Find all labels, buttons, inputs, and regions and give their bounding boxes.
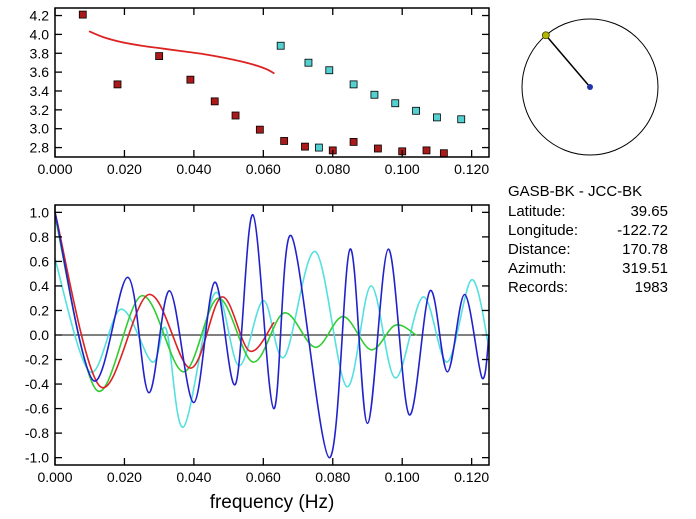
info-row-records: Records: 1983 bbox=[508, 278, 668, 297]
series-green-trace bbox=[54, 215, 417, 392]
longitude-label: Longitude: bbox=[508, 222, 579, 239]
plot-frame bbox=[54, 7, 490, 158]
station-info-panel: GASB-BK - JCC-BK Latitude: 39.65 Longitu… bbox=[508, 182, 668, 297]
x-tick-label: 0.100 bbox=[385, 469, 420, 485]
x-tick-label: 0.060 bbox=[246, 469, 281, 485]
station-pair-title: GASB-BK - JCC-BK bbox=[508, 183, 643, 200]
y-tick-label: 4.2 bbox=[30, 8, 50, 24]
x-tick-label: 0.000 bbox=[37, 469, 72, 485]
y-tick-label: 3.0 bbox=[30, 121, 50, 137]
x-tick-label: 0.040 bbox=[176, 161, 211, 177]
info-row-longitude: Longitude: -122.72 bbox=[508, 221, 668, 240]
y-tick-label: 4.0 bbox=[30, 26, 50, 42]
latitude-label: Latitude: bbox=[508, 203, 566, 220]
series-cyan-trace bbox=[54, 250, 490, 428]
compass-circle bbox=[521, 18, 659, 156]
station-dot bbox=[541, 31, 550, 40]
distance-value: 170.78 bbox=[622, 241, 668, 258]
y-tick-label: 3.8 bbox=[30, 45, 50, 61]
info-row-distance: Distance: 170.78 bbox=[508, 240, 668, 259]
y-tick-label: -1.0 bbox=[25, 450, 49, 466]
series-measured-group-velocity bbox=[78, 10, 448, 158]
y-tick-label: 0.2 bbox=[30, 302, 50, 318]
x-axis-title: frequency (Hz) bbox=[210, 492, 335, 513]
x-tick-label: 0.120 bbox=[454, 469, 489, 485]
series-red-trace bbox=[54, 211, 275, 389]
x-tick-label: 0.060 bbox=[246, 161, 281, 177]
series-blue-trace bbox=[54, 211, 490, 459]
reference-dot bbox=[587, 84, 593, 90]
x-tick-label: 0.100 bbox=[385, 161, 420, 177]
x-tick-label: 0.000 bbox=[37, 161, 72, 177]
longitude-value: -122.72 bbox=[617, 222, 668, 239]
distance-label: Distance: bbox=[508, 241, 571, 258]
y-tick-label: 3.2 bbox=[30, 102, 50, 118]
x-tick-label: 0.020 bbox=[107, 469, 142, 485]
info-row-latitude: Latitude: 39.65 bbox=[508, 202, 668, 221]
group-velocity-plot: 0.000 0.020 0.040 0.060 0.080 0.100 0.120 2.8 3.… bbox=[30, 7, 490, 177]
y-tick-label: 3.4 bbox=[30, 83, 50, 99]
x-tick-label: 0.020 bbox=[107, 161, 142, 177]
y-tick-label: 0.8 bbox=[30, 229, 50, 245]
azimuth-compass bbox=[521, 18, 659, 156]
x-tick-label: 0.080 bbox=[315, 161, 350, 177]
y-tick-label: -0.2 bbox=[25, 352, 49, 368]
series-reference-curve bbox=[88, 30, 275, 74]
y-tick-label: 1.0 bbox=[30, 204, 50, 220]
azimuth-value: 319.51 bbox=[622, 260, 668, 277]
info-row-azimuth: Azimuth: 319.51 bbox=[508, 259, 668, 278]
series-secondary-group-velocity bbox=[276, 41, 466, 152]
azimuth-label: Azimuth: bbox=[508, 260, 567, 277]
records-label: Records: bbox=[508, 279, 569, 296]
y-tick-label: -0.8 bbox=[25, 425, 49, 441]
y-tick-label: 0.4 bbox=[30, 278, 50, 294]
x-tick-label: 0.080 bbox=[315, 469, 350, 485]
y-tick-label: -0.6 bbox=[25, 401, 49, 417]
x-tick-label: 0.040 bbox=[176, 469, 211, 485]
y-tick-label: 0.0 bbox=[30, 327, 50, 343]
y-tick-label: 2.8 bbox=[30, 140, 50, 156]
y-tick-label: 0.6 bbox=[30, 253, 50, 269]
records-value: 1983 bbox=[634, 279, 668, 296]
y-tick-label: -0.4 bbox=[25, 376, 49, 392]
x-tick-label: 0.120 bbox=[454, 161, 489, 177]
y-tick-label: 3.6 bbox=[30, 64, 50, 80]
latitude-value: 39.65 bbox=[630, 203, 668, 220]
waveform-plot: 0.000 0.020 0.040 0.060 0.080 0.100 0.120 -1.0 -… bbox=[25, 204, 490, 513]
azimuth-line bbox=[545, 34, 591, 88]
